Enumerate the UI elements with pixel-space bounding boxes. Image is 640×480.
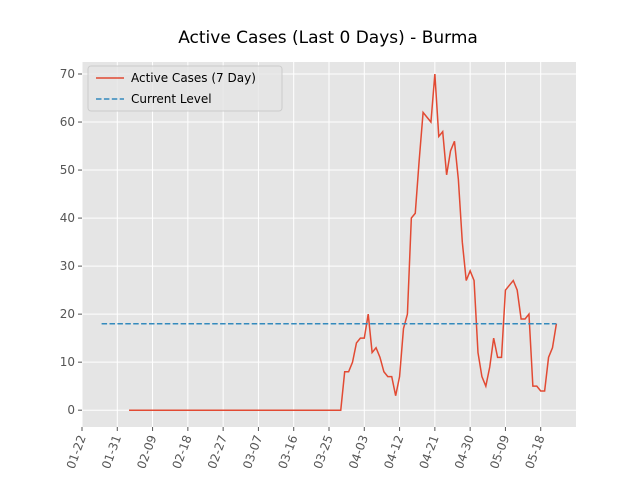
x-tick-label: 02-09 (134, 433, 159, 471)
x-tick-label: 02-27 (205, 433, 230, 471)
x-tick-label: 05-09 (487, 433, 512, 471)
y-tick-label: 60 (60, 115, 75, 129)
y-tick-label: 50 (60, 163, 75, 177)
data-line (129, 73, 558, 411)
x-tick-label: 04-12 (381, 433, 406, 471)
x-tick-label: 04-21 (417, 433, 442, 471)
x-tick-label: 01-22 (64, 433, 89, 471)
x-tick-label: 02-18 (170, 433, 195, 471)
x-tick-label: 03-16 (275, 433, 300, 471)
y-tick-label: 40 (60, 211, 75, 225)
y-tick-label: 30 (60, 259, 75, 273)
chart-title: Active Cases (Last 0 Days) - Burma (178, 28, 478, 48)
x-tick-label: 03-25 (311, 433, 336, 471)
y-tick-label: 70 (60, 67, 75, 81)
legend-label: Active Cases (7 Day) (131, 71, 256, 85)
x-tick-label: 01-31 (99, 433, 124, 471)
y-tick-label: 10 (60, 355, 75, 369)
y-tick-label: 0 (67, 403, 75, 417)
x-tick-label: 04-03 (346, 433, 371, 471)
x-tick-label: 05-18 (522, 433, 547, 471)
legend (87, 65, 283, 112)
x-tick-label: 04-30 (452, 433, 477, 471)
y-tick-label: 20 (60, 307, 75, 321)
x-tick-label: 03-07 (240, 433, 265, 471)
legend-label: Current Level (131, 92, 212, 106)
